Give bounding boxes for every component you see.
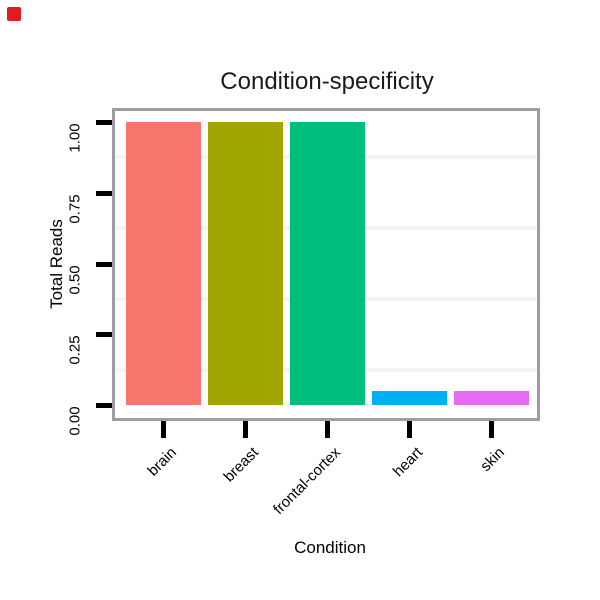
x-tick-label-brain: brain <box>144 444 181 480</box>
x-tick-label-breast: breast <box>220 444 263 486</box>
x-tick <box>489 421 494 438</box>
x-tick-label-heart: heart <box>389 444 427 481</box>
y-tick <box>96 262 112 267</box>
x-tick-label-frontal-cortex: frontal-cortex <box>270 444 345 518</box>
y-tick-label: 0.00 <box>66 406 84 436</box>
y-tick-label: 0.50 <box>66 265 84 295</box>
x-tick <box>407 421 412 438</box>
bar-breast <box>207 122 283 405</box>
y-tick <box>96 403 112 408</box>
x-tick <box>325 421 330 438</box>
chart-title: Condition-specificity <box>220 68 434 95</box>
x-tick-label-skin: skin <box>477 444 509 475</box>
x-tick <box>161 421 166 438</box>
x-tick <box>243 421 248 438</box>
bar-heart <box>371 391 447 405</box>
y-tick <box>96 332 112 337</box>
y-tick-label: 0.75 <box>66 194 84 224</box>
bar-skin <box>453 391 529 405</box>
bar-frontal-cortex <box>289 122 365 405</box>
y-tick-label: 1.00 <box>66 123 84 153</box>
x-axis-title: Condition <box>294 538 366 557</box>
y-axis-title: Total Reads <box>47 219 66 309</box>
y-tick <box>96 120 112 125</box>
recording-indicator-icon <box>7 7 21 21</box>
y-tick-label: 0.25 <box>66 335 84 365</box>
bar-brain <box>125 122 201 405</box>
y-tick <box>96 191 112 196</box>
